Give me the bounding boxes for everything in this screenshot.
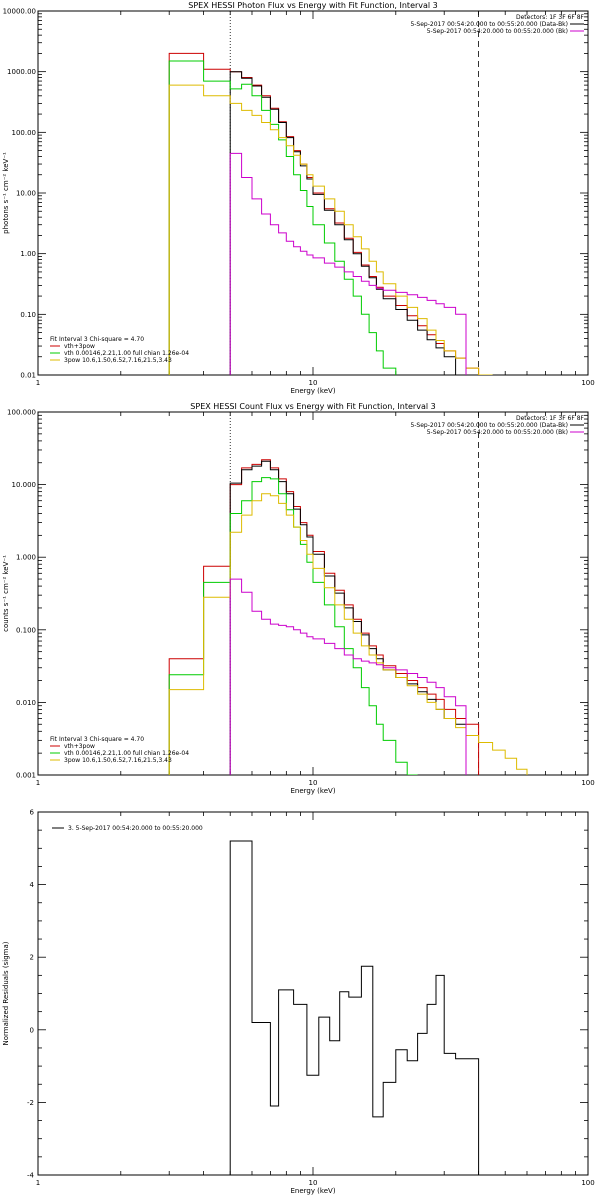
x-tick-label: 1 bbox=[36, 1179, 40, 1187]
plot-frame bbox=[37, 411, 589, 776]
data-layer bbox=[229, 840, 480, 1175]
series-residual bbox=[229, 840, 480, 1175]
x-axis-label: Energy (keV) bbox=[290, 787, 335, 795]
series-yellow bbox=[168, 84, 493, 375]
legend-entry-label: 3pow 10.6,1.50,6.52,7.16,21.5,3.43 bbox=[64, 757, 172, 764]
legend-header: Detectors: 1F 3F 6F 8F bbox=[516, 14, 585, 21]
chart-title: SPEX HESSI Photon Flux vs Energy with Fi… bbox=[188, 1, 438, 10]
series-red bbox=[168, 459, 480, 775]
series-red bbox=[168, 52, 480, 375]
legend-header: Fit Interval 3 Chi-square = 4.70 bbox=[50, 336, 144, 343]
legend-entry-label: vth+3pow bbox=[64, 343, 95, 350]
legend-entry-label: 3. 5-Sep-2017 00:54:20.000 to 00:55:20.0… bbox=[68, 825, 203, 832]
y-tick-label: 2 bbox=[30, 954, 34, 962]
series-green bbox=[168, 477, 418, 775]
data-layer bbox=[168, 459, 528, 775]
y-tick-label: 0.001 bbox=[16, 772, 36, 780]
plot-frame bbox=[37, 811, 589, 1176]
x-tick-label: 100 bbox=[581, 1179, 594, 1187]
y-tick-label: 1.000 bbox=[16, 554, 36, 562]
legend-entry-label: 5-Sep-2017 00:54:20.000 to 00:55:20.000 … bbox=[427, 429, 568, 436]
x-tick-label: 1 bbox=[36, 379, 40, 387]
chart-count: 1 10 100 0.001 0.010 0.100 1.000 10.000 100.000 S… bbox=[2, 402, 595, 795]
x-axis-label: Energy (keV) bbox=[290, 1187, 335, 1195]
y-tick-label: 10.000 bbox=[12, 481, 37, 489]
y-tick-label: 0.10 bbox=[20, 311, 36, 319]
chart-title: SPEX HESSI Count Flux vs Energy with Fit… bbox=[190, 402, 435, 411]
x-tick-label: 10 bbox=[309, 379, 318, 387]
y-tick-label: 1000.00 bbox=[7, 68, 36, 76]
y-tick-label: 6 bbox=[30, 809, 35, 817]
series-magenta bbox=[229, 152, 467, 375]
legend-entry-label: 5-Sep-2017 00:54:20.000 to 00:55:20.000 … bbox=[410, 422, 568, 429]
series-magenta bbox=[229, 578, 467, 775]
x-tick-label: 100 bbox=[581, 379, 594, 387]
x-tick-label: 100 bbox=[581, 779, 594, 787]
series-green bbox=[168, 60, 397, 375]
series-yellow bbox=[168, 493, 528, 775]
y-tick-label: 1.00 bbox=[20, 250, 36, 258]
chart-photon: 1 10 100 0.01 0.10 1.00 10.00 100.00 1000.00 1000… bbox=[2, 1, 595, 395]
y-tick-label: 10.00 bbox=[16, 190, 36, 198]
y-tick-label: 4 bbox=[30, 881, 35, 889]
y-tick-label: 0.01 bbox=[20, 372, 36, 380]
y-tick-label: 100.00 bbox=[12, 129, 37, 137]
data-layer bbox=[168, 52, 493, 375]
x-tick-label: 10 bbox=[309, 1179, 318, 1187]
legend-entry-label: vth 0.00146,2.21,1.00 full chian 1.26e-0… bbox=[64, 750, 189, 757]
legend-entry-label: vth+3pow bbox=[64, 743, 95, 750]
y-tick-label: 100.000 bbox=[7, 409, 36, 417]
legend-entry-label: 3pow 10.6,1.50,6.52,7.16,21.5,3.43 bbox=[64, 357, 172, 364]
chart-residuals: 1 10 100 -4 -2 0 2 4 6 Energy (keV) Normalized Res… bbox=[2, 809, 595, 1196]
y-tick-label: -2 bbox=[27, 1099, 34, 1107]
legend-entry-label: vth 0.00146,2.21,1.00 full chian 1.26e-0… bbox=[64, 350, 189, 357]
y-axis-label: photons s⁻¹ cm⁻² keV⁻¹ bbox=[2, 152, 10, 234]
y-axis-label: counts s⁻¹ cm⁻² keV⁻¹ bbox=[2, 555, 10, 632]
series-black bbox=[229, 460, 467, 775]
y-tick-label: 0.100 bbox=[16, 626, 36, 634]
series-black bbox=[229, 71, 457, 375]
x-axis-label: Energy (keV) bbox=[290, 387, 335, 395]
legend-header: Detectors: 1F 3F 6F 8F bbox=[516, 415, 585, 422]
y-tick-label: 0.010 bbox=[16, 699, 36, 707]
legend-header: Fit Interval 3 Chi-square = 4.70 bbox=[50, 736, 144, 743]
y-axis-label: Normalized Residuals (sigma) bbox=[2, 941, 10, 1045]
y-tick-label: -4 bbox=[27, 1172, 35, 1180]
legend-entry-label: 5-Sep-2017 00:54:20.000 to 00:55:20.000 … bbox=[410, 21, 568, 28]
y-tick-label: 0 bbox=[30, 1026, 34, 1034]
x-tick-label: 1 bbox=[36, 779, 40, 787]
x-tick-label: 10 bbox=[309, 779, 318, 787]
legend-entry-label: 5-Sep-2017 00:54:20.000 to 00:55:20.000 … bbox=[427, 28, 568, 35]
y-tick-label: 10000.00 bbox=[3, 8, 36, 16]
